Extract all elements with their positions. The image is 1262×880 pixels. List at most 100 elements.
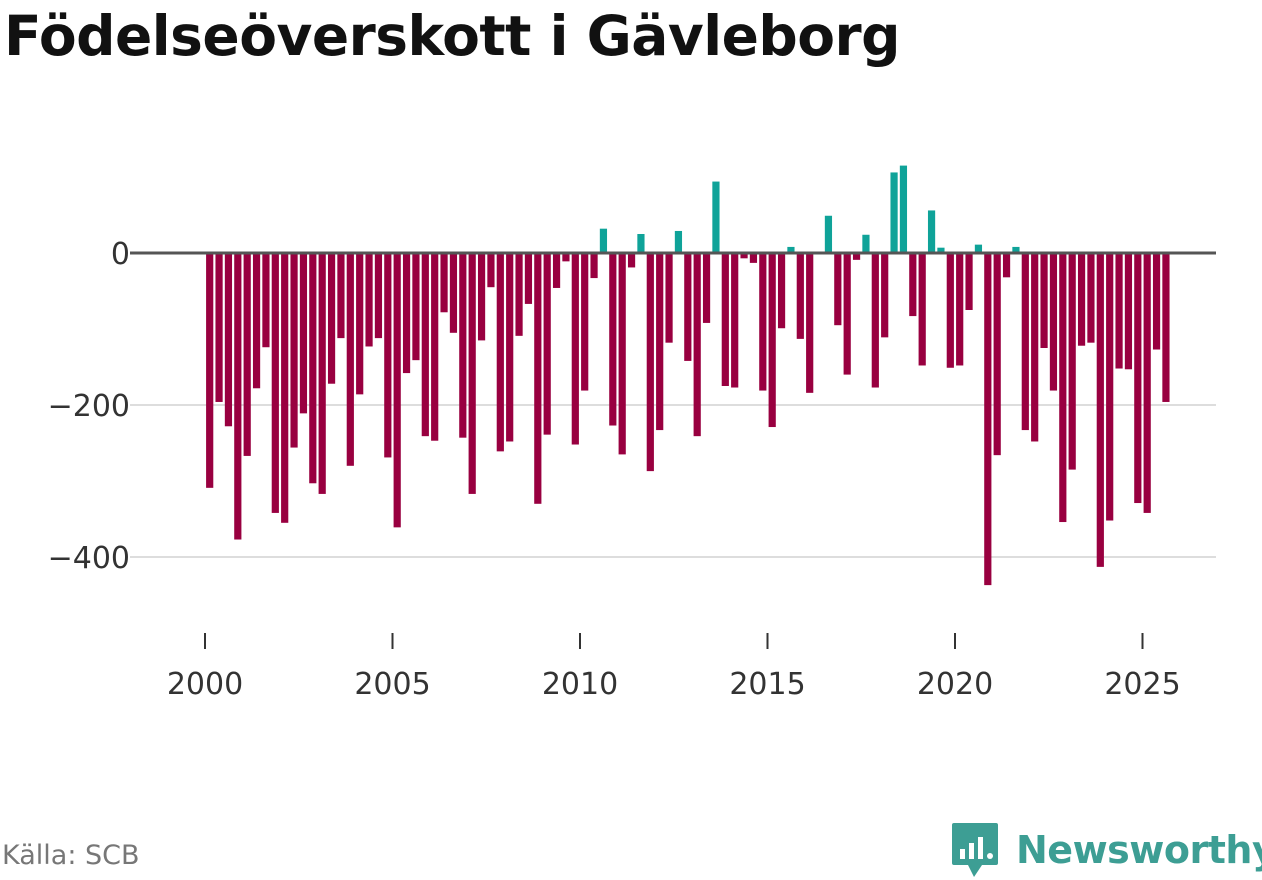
bar <box>646 253 654 472</box>
bar <box>215 253 223 402</box>
bar <box>299 253 308 414</box>
bar <box>881 253 889 338</box>
bar <box>956 253 964 366</box>
bar <box>665 253 673 343</box>
bar <box>327 253 336 384</box>
y-tick-label: −200 <box>48 389 130 424</box>
bar <box>431 253 439 441</box>
bar <box>618 253 626 455</box>
bar <box>974 244 983 253</box>
bar <box>721 253 729 386</box>
bar <box>749 253 758 263</box>
bar <box>1124 253 1133 370</box>
bar <box>834 253 842 326</box>
x-tick-label: 2015 <box>729 667 805 702</box>
bar <box>984 253 992 586</box>
bar <box>740 253 748 259</box>
bar <box>506 253 514 442</box>
bar <box>543 253 551 435</box>
x-axis: 2000 2005 2010 2015 2020 2025 <box>167 633 1181 702</box>
bar <box>1152 253 1161 350</box>
bar <box>1115 253 1123 369</box>
bar <box>1049 253 1058 391</box>
bar <box>824 215 833 253</box>
bar <box>693 253 701 437</box>
bar <box>1096 253 1104 567</box>
bar <box>524 253 533 304</box>
bar <box>581 253 589 391</box>
bar <box>534 253 542 504</box>
bar <box>346 253 354 466</box>
bar <box>1002 253 1011 278</box>
brand-name: Newsworthy <box>1016 828 1262 872</box>
bar <box>796 253 804 339</box>
y-tick-label: 0 <box>111 237 130 272</box>
bar <box>384 253 392 458</box>
y-tick-label: −400 <box>48 541 130 576</box>
bar <box>731 253 739 388</box>
bar <box>1068 253 1076 470</box>
bar <box>374 253 383 339</box>
bar <box>899 165 908 253</box>
bar <box>852 253 861 260</box>
bar <box>402 253 411 374</box>
bar <box>356 253 364 395</box>
bar <box>712 181 720 253</box>
bar <box>674 230 683 253</box>
bar <box>468 253 476 494</box>
bar <box>927 210 936 253</box>
bar <box>946 253 954 368</box>
bar <box>777 253 786 329</box>
bar <box>459 253 467 438</box>
x-tick-label: 2025 <box>1104 667 1180 702</box>
bar <box>281 253 289 523</box>
bar <box>862 234 870 253</box>
bar <box>787 246 795 253</box>
bar <box>759 253 767 391</box>
bar <box>1077 253 1086 346</box>
bar <box>243 253 251 456</box>
bar <box>309 253 317 484</box>
bar <box>599 228 608 253</box>
bar <box>440 253 448 313</box>
x-tick-label: 2005 <box>354 667 430 702</box>
bar <box>909 253 917 317</box>
newsworthy-logo-icon <box>952 823 998 877</box>
bar <box>1106 253 1114 521</box>
bar <box>337 253 345 339</box>
x-tick-label: 2020 <box>917 667 993 702</box>
x-tick-label: 2000 <box>167 667 243 702</box>
bar <box>637 234 645 253</box>
bar <box>590 253 598 279</box>
bar <box>515 253 523 336</box>
bar <box>562 253 570 262</box>
bar <box>224 253 233 427</box>
bar <box>365 253 373 347</box>
chart-title: Födelseöverskott i Gävleborg <box>4 4 901 68</box>
bar <box>843 253 851 375</box>
bar <box>1162 253 1170 402</box>
bar <box>918 253 926 366</box>
bar <box>1087 253 1095 343</box>
bar <box>206 253 214 488</box>
bar <box>393 253 401 528</box>
bar <box>684 253 692 361</box>
bar <box>1021 253 1029 431</box>
bar <box>234 253 242 540</box>
bar <box>609 253 617 426</box>
source-label: Källa: SCB <box>2 840 140 871</box>
bar <box>937 247 945 253</box>
bar <box>412 253 420 361</box>
bar <box>1040 253 1048 348</box>
bar <box>702 253 711 323</box>
bar <box>890 172 898 253</box>
newsworthy-logo: Newsworthy <box>950 820 1262 880</box>
bar <box>1143 253 1151 513</box>
bar <box>768 253 776 428</box>
bar <box>1059 253 1067 523</box>
x-tick-label: 2010 <box>542 667 618 702</box>
bar <box>552 253 561 288</box>
bar <box>656 253 664 431</box>
bars <box>130 165 1216 586</box>
y-axis: 0 −200 −400 <box>48 237 130 576</box>
